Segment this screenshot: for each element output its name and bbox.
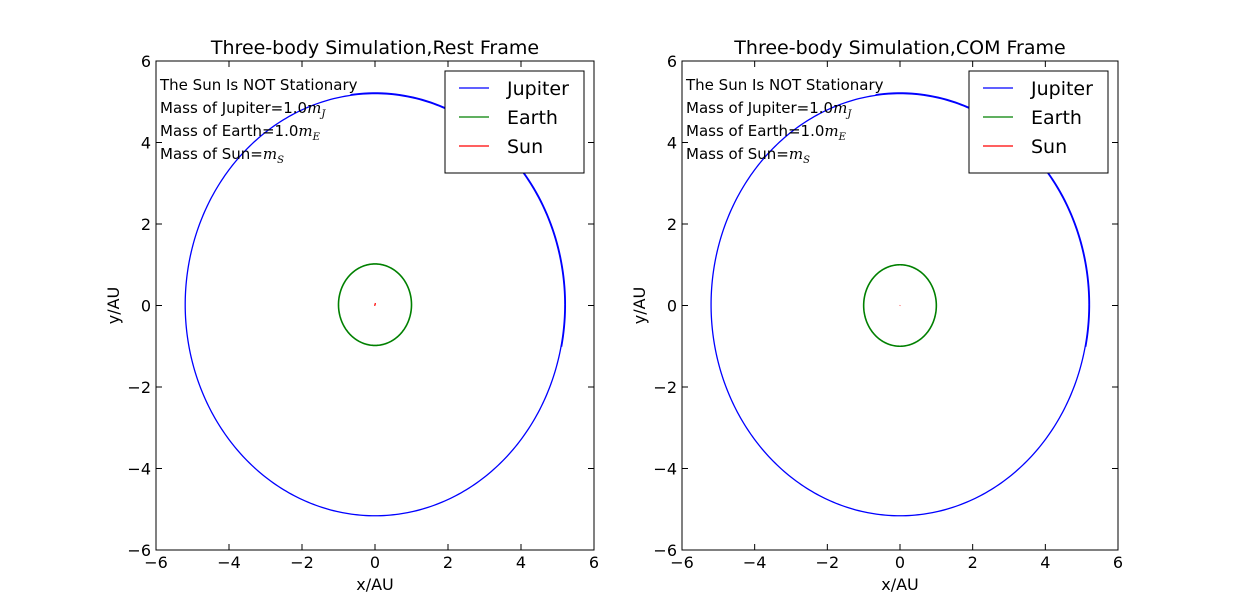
- legend-label-sun: Sun: [507, 136, 543, 158]
- x-tick-label: 4: [1040, 553, 1050, 572]
- x-axis-label: x/AU: [881, 575, 919, 594]
- y-tick-label: 6: [141, 52, 151, 71]
- series-sun-line: [374, 302, 376, 307]
- y-tick-label: −4: [653, 460, 677, 479]
- x-tick-label: −4: [743, 553, 767, 572]
- y-axis-label: y/AU: [104, 287, 123, 325]
- y-tick-label: −2: [127, 378, 151, 397]
- y-tick-label: −4: [127, 460, 151, 479]
- chart-title: Three-body Simulation,COM Frame: [733, 37, 1065, 59]
- y-tick-label: 0: [141, 297, 151, 316]
- chart-title: Three-body Simulation,Rest Frame: [210, 37, 539, 59]
- series-earth-line: [337, 263, 413, 347]
- x-tick-label: 2: [443, 553, 453, 572]
- annotation-text: The Sun Is NOT Stationary: [685, 76, 884, 94]
- legend: Jupiter Earth Sun: [968, 70, 1109, 174]
- annotation-text: The Sun Is NOT Stationary: [159, 76, 358, 94]
- legend-label-earth: Earth: [1031, 107, 1082, 129]
- annotation-text: Mass of Earth=1.0mE: [686, 122, 847, 143]
- x-tick-label: 4: [516, 553, 526, 572]
- annotation-text: Mass of Earth=1.0mE: [160, 122, 321, 143]
- x-tick-label: −2: [290, 553, 314, 572]
- legend-label-earth: Earth: [507, 107, 558, 129]
- x-axis-label: x/AU: [356, 575, 394, 594]
- y-tick-label: −2: [653, 378, 677, 397]
- y-tick-label: −6: [127, 541, 151, 560]
- x-tick-label: 0: [895, 553, 905, 572]
- y-tick-label: −6: [653, 541, 677, 560]
- y-tick-label: 6: [667, 52, 677, 71]
- legend: Jupiter Earth Sun: [444, 70, 585, 174]
- y-tick-label: 2: [141, 215, 151, 234]
- y-tick-label: 0: [667, 297, 677, 316]
- y-tick-label: 2: [667, 215, 677, 234]
- x-tick-label: 2: [968, 553, 978, 572]
- x-tick-label: 6: [1113, 553, 1123, 572]
- y-tick-label: 4: [141, 134, 151, 153]
- annotation-text: Mass of Jupiter=1.0mJ: [160, 99, 326, 120]
- y-axis-label: y/AU: [630, 287, 649, 325]
- x-tick-label: 6: [589, 553, 599, 572]
- x-tick-label: −6: [144, 553, 168, 572]
- chart-panel-1: −6 −4 −2 0 2 4 6 −6 −4 −2 0 2 4 6 Three-body Simulatio…: [104, 37, 599, 594]
- annotation-text: Mass of Sun=mS: [686, 145, 810, 166]
- legend-label-jupiter: Jupiter: [1030, 78, 1093, 100]
- x-tick-label: −2: [816, 553, 840, 572]
- series-earth-line: [862, 263, 938, 348]
- x-tick-label: 0: [370, 553, 380, 572]
- y-tick-label: 4: [667, 134, 677, 153]
- legend-label-jupiter: Jupiter: [506, 78, 569, 100]
- legend-box: [444, 70, 585, 174]
- legend-label-sun: Sun: [1031, 136, 1067, 158]
- x-tick-label: −4: [217, 553, 241, 572]
- annotation-text: Mass of Sun=mS: [160, 145, 284, 166]
- chart-panel-2: −6 −4 −2 0 2 4 6 −6 −4 −2 0 2 4 6 Three-body Simulatio…: [630, 37, 1123, 594]
- annotation-text: Mass of Jupiter=1.0mJ: [686, 99, 852, 120]
- x-tick-label: −6: [670, 553, 694, 572]
